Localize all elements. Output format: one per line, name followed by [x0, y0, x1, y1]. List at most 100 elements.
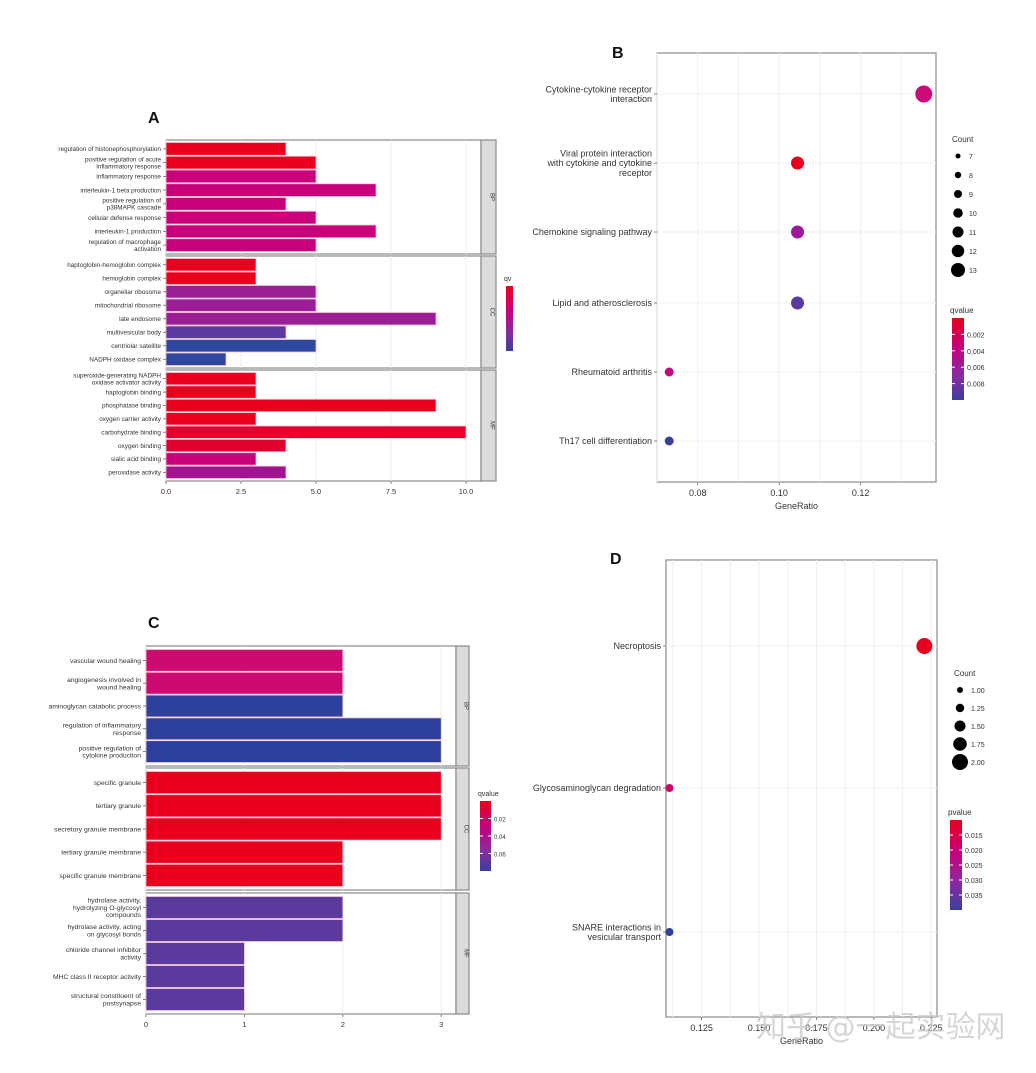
bar — [165, 285, 317, 299]
size-legend-label: 8 — [969, 173, 973, 180]
bar — [165, 210, 317, 225]
x-tick-label: 0.175 — [805, 1023, 828, 1033]
colorbar-legend-gradient — [480, 801, 491, 871]
bar — [145, 919, 344, 942]
x-tick-label: 7.5 — [386, 487, 396, 496]
size-legend-dot — [952, 226, 964, 238]
category-label: with cytokine and cytokine — [546, 158, 652, 168]
colorbar-legend-title: pvalue — [948, 808, 972, 817]
panel-d-dot-plot: Necroptosis Glycosaminoglycan degradation… — [533, 559, 985, 1046]
category-label: mitochondrial ribosome — [95, 302, 162, 309]
category-label: cytokine production — [82, 753, 141, 760]
bar — [145, 649, 344, 672]
category-label: hydrolase activity, — [87, 898, 141, 905]
size-legend-dot — [953, 737, 967, 751]
size-legend-dot — [953, 208, 963, 218]
category-label: regulation of macrophage — [89, 239, 162, 246]
bar — [165, 425, 467, 439]
colorbar-legend-tick-label: 0.04 — [494, 835, 506, 841]
category-label: response — [113, 730, 141, 737]
panel-label-b: B — [612, 45, 624, 62]
category-label: angiogenesis involved in — [67, 677, 141, 684]
size-legend-label: 11 — [969, 230, 976, 237]
bar — [165, 271, 257, 285]
bar — [165, 183, 377, 197]
size-legend-label: 1.50 — [971, 724, 985, 731]
bar — [165, 438, 287, 453]
category-label: wound healing — [96, 684, 141, 691]
category-label: sialic acid binding — [111, 456, 162, 463]
bar — [145, 671, 344, 695]
category-label: specific granule — [94, 780, 141, 787]
category-label: Chemokine signaling pathway — [532, 227, 652, 237]
colorbar-legend-gradient — [952, 318, 964, 400]
facet-strip-label: BP — [463, 702, 469, 710]
size-legend-dot — [951, 244, 965, 258]
x-tick-label: 3 — [439, 1020, 443, 1029]
bar — [165, 224, 377, 239]
bar — [145, 717, 442, 741]
category-label: NADPH oxidase complex — [89, 356, 162, 363]
bar — [165, 325, 287, 339]
category-label: chloride channel inhibitor — [66, 947, 142, 954]
colorbar-legend-title: qvalue — [478, 791, 499, 798]
size-legend-dot — [955, 153, 961, 159]
bar — [145, 794, 442, 818]
category-label: superoxide-generating NADPH — [73, 372, 161, 379]
category-label: cellular defense response — [88, 215, 161, 222]
category-label: centriolar satellite — [111, 343, 161, 350]
category-label: haptoglobin-hemoglobin complex — [67, 262, 162, 269]
bar — [145, 863, 344, 887]
category-label: interleukin-1 production — [95, 229, 162, 236]
size-legend-label: 10 — [969, 211, 977, 218]
bar — [145, 840, 344, 864]
size-legend-title: Count — [952, 135, 974, 144]
facet-strip — [455, 767, 470, 891]
facet-strip — [480, 255, 497, 369]
category-label: Rheumatoid arthritis — [571, 367, 652, 377]
category-label: vesicular transport — [587, 932, 661, 942]
data-point — [664, 367, 674, 377]
category-label: p38MAPK cascade — [107, 205, 162, 212]
category-label: hydrolase activity, acting — [67, 924, 141, 931]
category-label: SNARE interactions in — [572, 922, 661, 932]
category-label: activation — [134, 246, 161, 253]
category-label: Th17 cell differentiation — [559, 436, 652, 446]
bar — [145, 771, 442, 795]
bar — [145, 740, 442, 763]
category-label: phosphatase binding — [102, 403, 161, 410]
facet-strip-label: MF — [489, 421, 495, 430]
category-label: specific granule membrane — [59, 873, 141, 880]
category-label: positive regulation of — [102, 198, 161, 205]
size-legend-label: 9 — [969, 192, 973, 199]
category-label: interaction — [610, 94, 652, 104]
watermark: 知乎 @一起实验网 — [756, 1010, 1006, 1045]
category-label: inflammatory response — [96, 163, 161, 170]
size-legend-dot — [954, 720, 966, 732]
bar — [145, 694, 344, 718]
bar — [165, 339, 317, 353]
data-point — [915, 85, 933, 103]
size-legend-label: 2.00 — [971, 760, 985, 767]
size-legend-title: Count — [954, 669, 976, 678]
size-legend-label: 1.75 — [971, 742, 985, 749]
size-legend-dot — [954, 171, 962, 179]
category-label: vascular wound healing — [70, 658, 141, 665]
colorbar-legend-tick-label: 0.025 — [965, 863, 983, 870]
x-tick-label: 5.0 — [311, 487, 321, 496]
x-tick-label: 1 — [242, 1020, 246, 1029]
facet-strip-label: CC — [489, 308, 495, 317]
data-point — [665, 784, 674, 792]
x-tick-label: 0.10 — [770, 488, 788, 498]
bar — [145, 817, 442, 841]
data-point — [664, 436, 674, 446]
category-label: aminoglycan catabolic process — [48, 703, 141, 710]
bar — [165, 385, 257, 399]
bar — [145, 965, 245, 988]
size-legend-label: 7 — [969, 154, 973, 161]
facet-strip-label: MF — [463, 949, 469, 958]
category-label: inflammatory response — [96, 174, 161, 181]
category-label: on glycosyl bonds — [87, 932, 142, 939]
panel-label-c: C — [148, 615, 160, 632]
category-label: hemoglobin complex — [102, 275, 161, 282]
